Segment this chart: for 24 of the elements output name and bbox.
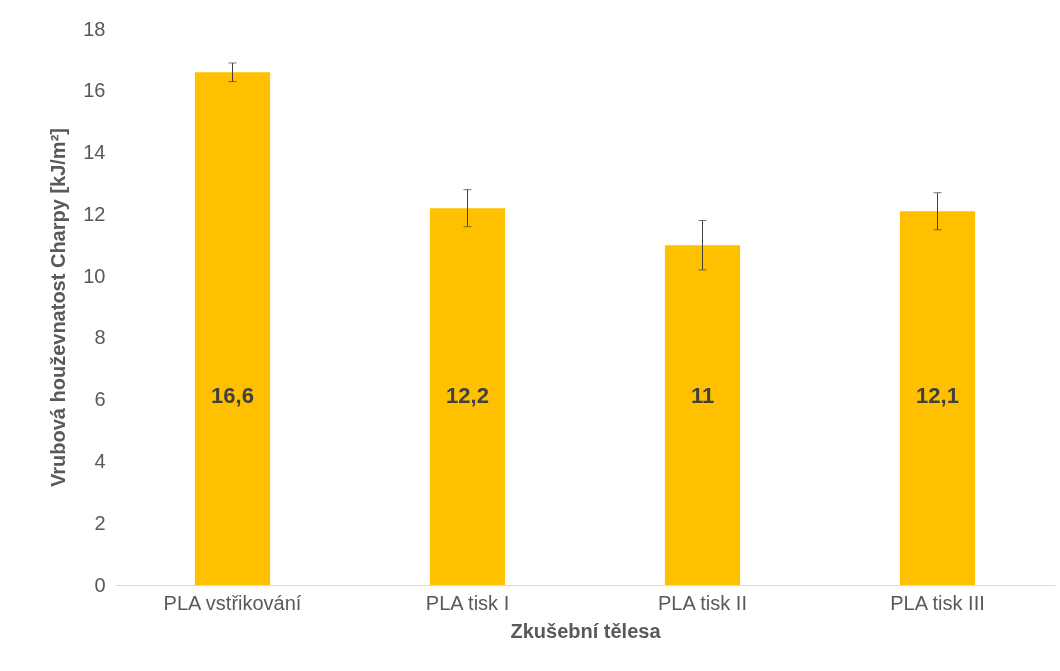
y-tick-label: 8 (94, 326, 106, 349)
y-tick-label: 0 (94, 573, 106, 596)
bar (664, 245, 741, 585)
data-label: 11 (690, 382, 715, 408)
x-tick-label: PLA tisk II (658, 591, 747, 614)
bar (899, 211, 976, 585)
y-tick-label: 14 (83, 141, 106, 164)
y-tick-label: 16 (83, 79, 106, 102)
data-label: 16,6 (211, 382, 254, 408)
y-tick-label: 2 (94, 511, 106, 534)
bar (194, 72, 271, 585)
y-tick-label: 18 (83, 17, 106, 40)
y-tick-label: 4 (94, 449, 106, 472)
x-tick-label: PLA tisk I (425, 591, 510, 614)
x-axis-title: Zkušební tělesa (510, 619, 662, 642)
y-tick-label: 10 (83, 264, 106, 287)
data-label: 12,1 (916, 382, 959, 408)
data-label: 12,2 (446, 382, 489, 408)
y-tick-label: 12 (83, 202, 106, 225)
bar (429, 208, 506, 585)
x-tick-label: PLA vstřikování (163, 591, 302, 614)
x-tick-label: PLA tisk III (890, 591, 985, 614)
y-tick-label: 6 (94, 388, 106, 411)
y-axis-title: Vrubová houževnatost Charpy [kJ/m²] (47, 128, 70, 487)
